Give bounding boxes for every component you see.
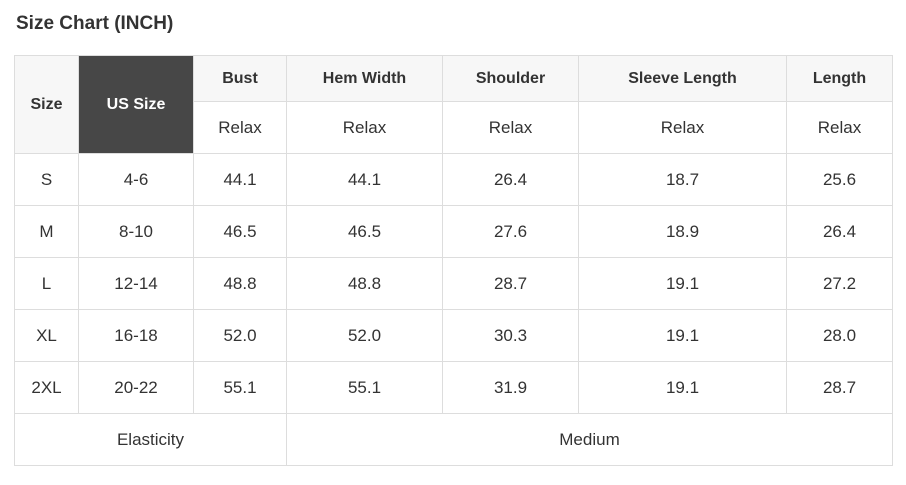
hem-width-value-cell: 48.8 [286,257,443,310]
size-label-cell: XL [14,309,79,362]
fit-cell-bust: Relax [193,101,287,154]
bust-value-cell: 44.1 [193,153,287,206]
us-size-cell: 8-10 [78,205,194,258]
us-size-cell: 20-22 [78,361,194,414]
header-row-measures: Size US Size Bust Hem Width Shoulder Sle… [14,55,893,154]
size-label-cell: L [14,257,79,310]
sleeve-length-value-cell: 18.9 [578,205,787,258]
fit-cell-hem-width: Relax [286,101,443,154]
elasticity-label-cell: Elasticity [14,413,287,466]
header-size: Size [14,55,79,154]
shoulder-value-cell: 31.9 [442,361,579,414]
header-sleeve-length: Sleeve Length [578,55,787,102]
table-row-2xl: 2XL 20-22 55.1 55.1 31.9 19.1 28.7 [14,361,893,414]
length-value-cell: 26.4 [786,205,893,258]
header-row-fit: Relax Relax Relax Relax Relax [15,101,893,154]
header-bust: Bust [193,55,287,102]
length-value-cell: 28.0 [786,309,893,362]
shoulder-value-cell: 26.4 [442,153,579,206]
sleeve-length-value-cell: 19.1 [578,309,787,362]
length-value-cell: 28.7 [786,361,893,414]
size-chart-table: Size US Size Bust Hem Width Shoulder Sle… [14,55,893,466]
us-size-cell: 12-14 [78,257,194,310]
table-row-m: M 8-10 46.5 46.5 27.6 18.9 26.4 [14,205,893,258]
table-row-l: L 12-14 48.8 48.8 28.7 19.1 27.2 [14,257,893,310]
us-size-cell: 4-6 [78,153,194,206]
elasticity-value-cell: Medium [286,413,893,466]
size-label-cell: M [14,205,79,258]
us-size-cell: 16-18 [78,309,194,362]
hem-width-value-cell: 46.5 [286,205,443,258]
hem-width-value-cell: 52.0 [286,309,443,362]
header-us-size: US Size [78,55,194,154]
bust-value-cell: 55.1 [193,361,287,414]
size-label-cell: S [14,153,79,206]
bust-value-cell: 52.0 [193,309,287,362]
hem-width-value-cell: 44.1 [286,153,443,206]
header-shoulder: Shoulder [442,55,579,102]
fit-cell-shoulder: Relax [442,101,579,154]
table-row-s: S 4-6 44.1 44.1 26.4 18.7 25.6 [14,153,893,206]
header-length: Length [786,55,893,102]
header-hem-width: Hem Width [286,55,443,102]
length-value-cell: 27.2 [786,257,893,310]
sleeve-length-value-cell: 19.1 [578,361,787,414]
page-title: Size Chart (INCH) [16,13,174,34]
bust-value-cell: 46.5 [193,205,287,258]
sleeve-length-value-cell: 19.1 [578,257,787,310]
shoulder-value-cell: 28.7 [442,257,579,310]
shoulder-value-cell: 30.3 [442,309,579,362]
table-row-xl: XL 16-18 52.0 52.0 30.3 19.1 28.0 [14,309,893,362]
shoulder-value-cell: 27.6 [442,205,579,258]
table-row-elasticity: Elasticity Medium [14,413,893,466]
length-value-cell: 25.6 [786,153,893,206]
sleeve-length-value-cell: 18.7 [578,153,787,206]
bust-value-cell: 48.8 [193,257,287,310]
size-label-cell: 2XL [14,361,79,414]
hem-width-value-cell: 55.1 [286,361,443,414]
fit-cell-length: Relax [786,101,893,154]
fit-cell-sleeve-length: Relax [578,101,787,154]
